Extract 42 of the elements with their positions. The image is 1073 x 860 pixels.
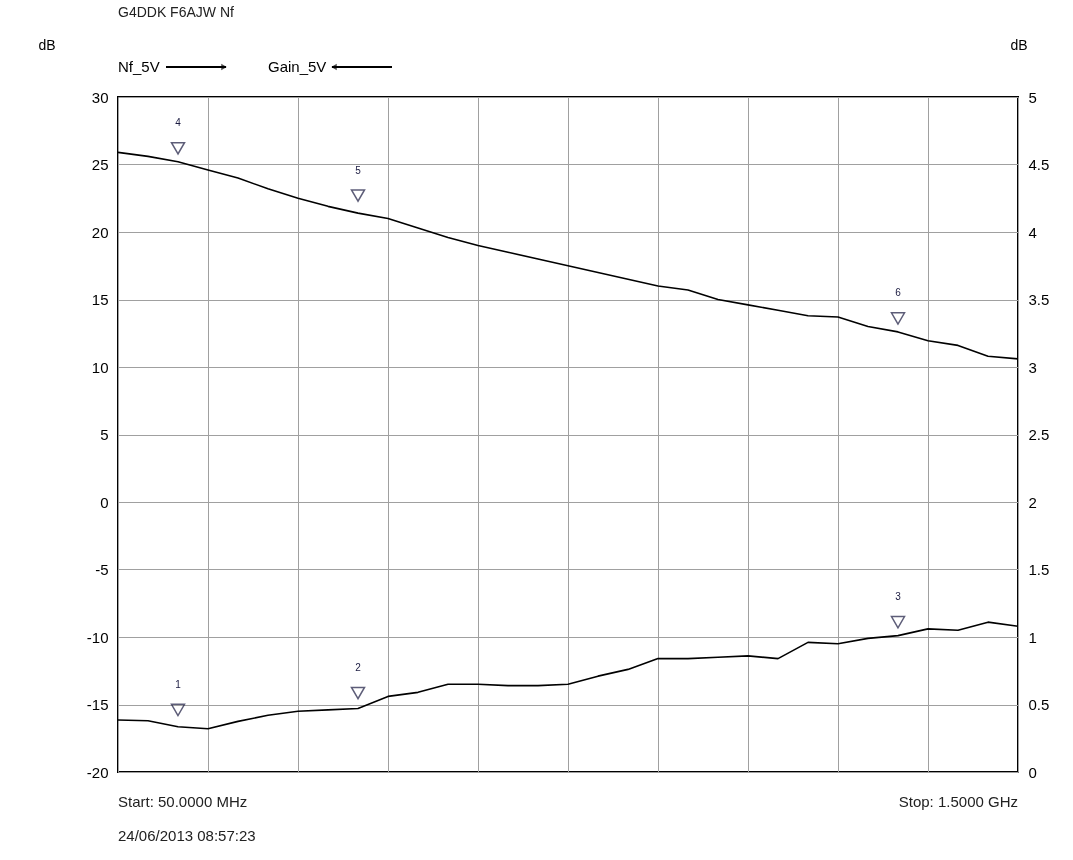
point bbox=[350, 686, 366, 700]
y2-tick-label: 1 bbox=[1028, 628, 1037, 646]
point bbox=[890, 312, 906, 325]
y-tick-label: 0 bbox=[100, 493, 109, 511]
annotation: 3 bbox=[895, 591, 902, 603]
y-tick-label: -10 bbox=[86, 628, 109, 646]
annotation: 2 bbox=[355, 662, 362, 674]
point bbox=[350, 189, 366, 202]
y-tick-label: -15 bbox=[86, 696, 109, 713]
y-tick-label: 10 bbox=[91, 358, 109, 376]
annotation: 1 bbox=[175, 678, 182, 690]
y2-tick-label: 4.5 bbox=[1028, 156, 1050, 173]
legend-label: Nf_5V bbox=[118, 58, 160, 75]
y2-tick-label: 2.5 bbox=[1028, 426, 1050, 443]
y2-tick-label: 3.5 bbox=[1028, 291, 1050, 308]
y-tick-label: 20 bbox=[91, 223, 109, 241]
y2-tick-label: 0 bbox=[1028, 763, 1037, 781]
y2-tick-label: 3 bbox=[1028, 358, 1037, 376]
point bbox=[170, 141, 186, 155]
y-tick-label: 5 bbox=[100, 426, 109, 443]
annotation: 4 bbox=[175, 117, 182, 129]
y-tick-label: 30 bbox=[91, 88, 109, 106]
y2-tick-label: 5 bbox=[1028, 88, 1037, 106]
point bbox=[170, 703, 186, 717]
chart-title: G4DDK F6AJW Nf bbox=[118, 4, 235, 20]
y2-axis-title: dB bbox=[1010, 36, 1028, 53]
y-tick-label: 25 bbox=[91, 156, 109, 173]
text: Stop: 1.5000 GHz bbox=[898, 793, 1018, 810]
text: Start: 50.0000 MHz bbox=[118, 793, 248, 810]
annotation: 6 bbox=[895, 287, 902, 299]
y-tick-label: -20 bbox=[86, 763, 109, 781]
text: 24/06/2013 08:57:23 bbox=[118, 827, 256, 844]
y2-tick-label: 1.5 bbox=[1028, 561, 1050, 578]
y2-tick-label: 4 bbox=[1028, 223, 1037, 241]
y2-tick-label: 0.5 bbox=[1028, 696, 1050, 713]
annotation: 5 bbox=[355, 164, 362, 176]
legend-label: Gain_5V bbox=[268, 58, 327, 75]
y2-tick-label: 2 bbox=[1028, 493, 1037, 511]
point bbox=[890, 615, 906, 629]
y-axis-title: dB bbox=[38, 36, 56, 53]
y-tick-label: -5 bbox=[95, 561, 109, 578]
y-tick-label: 15 bbox=[91, 291, 109, 308]
